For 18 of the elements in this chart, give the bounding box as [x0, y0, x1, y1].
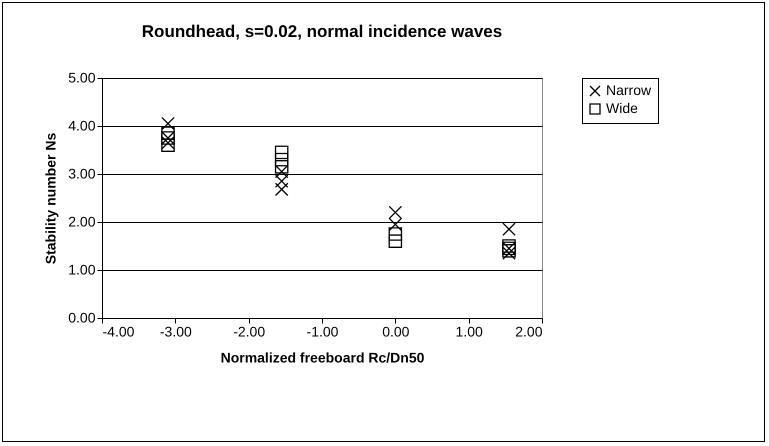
x-tick-label: 0.00 — [382, 324, 410, 340]
y-axis-title: Stability number Ns — [42, 132, 58, 264]
chart-title: Roundhead, s=0.02, normal incidence waves — [142, 22, 502, 41]
legend-label: Narrow — [606, 82, 652, 98]
x-tick-label: -1.00 — [306, 324, 339, 340]
y-tick-label: 0.00 — [68, 310, 96, 326]
x-axis-title: Normalized freeboard Rc/Dn50 — [220, 350, 425, 366]
x-tick-label: 1.00 — [456, 324, 484, 340]
x-tick-label: -4.00 — [102, 324, 135, 340]
y-tick-label: 3.00 — [68, 166, 96, 182]
legend-label: Wide — [606, 100, 638, 116]
x-tick-label: -2.00 — [233, 324, 266, 340]
y-tick-label: 5.00 — [68, 70, 96, 86]
y-tick-label: 4.00 — [68, 118, 96, 134]
x-tick-label: 2.00 — [515, 324, 543, 340]
y-tick-label: 2.00 — [68, 214, 96, 230]
x-tick-label: -3.00 — [160, 324, 192, 340]
y-tick-label: 1.00 — [68, 262, 96, 278]
